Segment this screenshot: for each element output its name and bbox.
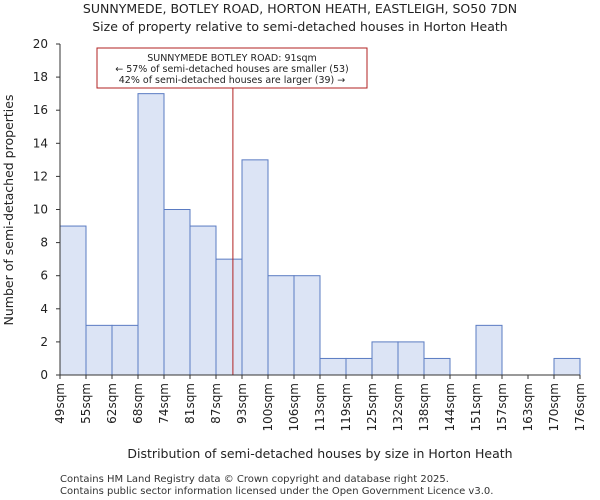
bar-49sqm	[59, 225, 87, 376]
y-tick-label: 2	[40, 335, 48, 349]
y-tick-label: 0	[40, 368, 48, 382]
x-tick-label: 68sqm	[131, 383, 145, 424]
bar-62sqm	[111, 324, 139, 376]
bar-138sqm	[423, 357, 451, 376]
x-tick-label: 87sqm	[209, 383, 223, 424]
bar-170sqm	[553, 357, 581, 376]
annotation-line-3: 42% of semi-detached houses are larger (…	[119, 75, 346, 86]
bar-81sqm	[189, 225, 217, 376]
x-tick-label: 93sqm	[235, 383, 249, 424]
bar-151sqm	[475, 324, 503, 376]
bar-106sqm	[293, 275, 321, 376]
bar-125sqm	[371, 341, 399, 376]
y-axis-label: Number of semi-detached properties	[1, 95, 16, 326]
x-tick-label: 55sqm	[79, 383, 93, 424]
chart-title: SUNNYMEDE, BOTLEY ROAD, HORTON HEATH, EA…	[83, 1, 517, 16]
x-tick-label: 138sqm	[417, 383, 431, 431]
x-tick-label: 100sqm	[261, 383, 275, 431]
x-tick-label: 62sqm	[105, 383, 119, 424]
x-tick-label: 176sqm	[573, 383, 587, 431]
bar-74sqm	[163, 209, 191, 376]
x-tick-label: 81sqm	[183, 383, 197, 424]
y-tick-label: 20	[33, 37, 48, 51]
bar-119sqm	[345, 357, 373, 376]
y-tick-label: 12	[33, 169, 48, 183]
x-tick-label: 132sqm	[391, 383, 405, 431]
annotation-frame	[96, 47, 368, 89]
y-tick-label: 14	[33, 136, 48, 150]
y-tick-label: 18	[33, 70, 48, 84]
bar-93sqm	[241, 159, 269, 376]
y-tick-label: 16	[33, 103, 48, 117]
x-tick-label: 119sqm	[339, 383, 353, 431]
x-tick-label: 49sqm	[53, 383, 67, 424]
annotation-box: SUNNYMEDE BOTLEY ROAD: 91sqm ← 57% of se…	[96, 47, 368, 89]
chart-subtitle: Size of property relative to semi-detach…	[92, 19, 507, 34]
x-tick-label: 163sqm	[521, 383, 535, 431]
footer-line-2: Contains public sector information licen…	[60, 486, 493, 497]
x-tick-label: 170sqm	[547, 383, 561, 431]
annotation-line-2: ← 57% of semi-detached houses are smalle…	[115, 64, 349, 75]
annotation-line-1: SUNNYMEDE BOTLEY ROAD: 91sqm	[147, 53, 317, 64]
x-axis-label: Distribution of semi-detached houses by …	[127, 446, 512, 461]
x-tick-label: 144sqm	[443, 383, 457, 431]
y-axis-ticks: 0 2 4 6 8 10 12 14 16 18 20	[33, 37, 60, 382]
x-tick-label: 151sqm	[469, 383, 483, 431]
y-tick-label: 10	[33, 203, 48, 217]
x-tick-label: 106sqm	[287, 383, 301, 431]
bar-100sqm	[267, 275, 295, 376]
bar-68sqm	[137, 93, 165, 376]
y-tick-label: 8	[40, 236, 48, 250]
x-axis-ticks: 49sqm 55sqm 62sqm 68sqm 74sqm 81sqm 87sqm 93sqm…	[53, 375, 587, 431]
footer-line-1: Contains HM Land Registry data © Crown c…	[60, 474, 449, 485]
y-tick-label: 6	[40, 269, 48, 283]
x-tick-label: 113sqm	[313, 383, 327, 431]
x-tick-label: 157sqm	[495, 383, 509, 431]
bar-113sqm	[319, 357, 347, 376]
bar-132sqm	[397, 341, 425, 376]
x-tick-label: 125sqm	[365, 383, 379, 431]
bar-87sqm	[215, 258, 243, 376]
bar-55sqm	[85, 324, 113, 376]
y-tick-label: 4	[40, 302, 48, 316]
bars-group	[59, 93, 581, 376]
x-tick-label: 74sqm	[157, 383, 171, 424]
